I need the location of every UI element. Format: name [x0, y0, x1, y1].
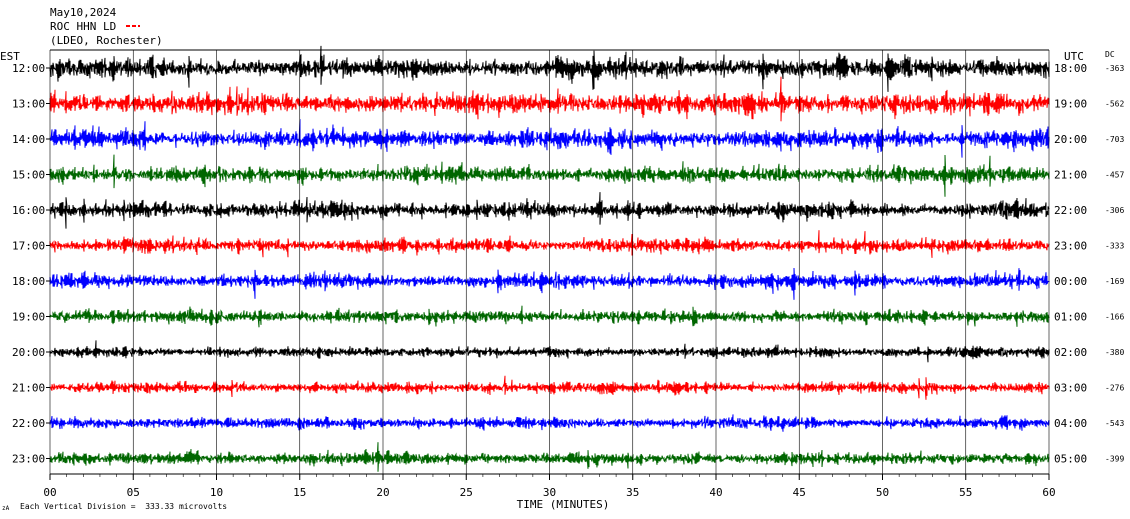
est-hour-label: 12:00: [12, 62, 45, 75]
dc-value: -166: [1105, 313, 1124, 322]
dc-value: -333: [1105, 242, 1124, 251]
dc-value: -543: [1105, 419, 1124, 428]
est-hour-label: 15:00: [12, 169, 45, 182]
est-hour-label: 21:00: [12, 382, 45, 395]
utc-hour-label: 23:00: [1054, 240, 1087, 253]
x-tick-label: 45: [793, 486, 806, 499]
utc-hour-label: 04:00: [1054, 417, 1087, 430]
utc-hour-labels: 18:00 19:00 20:00 21:00 22:00 23:00 00:00 01:00…: [1054, 62, 1087, 466]
est-hour-label: 18:00: [12, 275, 45, 288]
dc-column-label: DC: [1105, 50, 1115, 59]
utc-hour-label: 19:00: [1054, 98, 1087, 111]
est-hour-label: 19:00: [12, 311, 45, 324]
est-hour-label: 16:00: [12, 204, 45, 217]
dc-value: -363: [1105, 64, 1124, 73]
x-tick-label: 15: [293, 486, 306, 499]
x-tick-label: 50: [876, 486, 889, 499]
corner-mark: zA: [2, 505, 10, 512]
x-tick-label: 00: [43, 486, 56, 499]
x-tick-label: 60: [1042, 486, 1055, 499]
dc-value: -703: [1105, 135, 1124, 144]
dc-value: -399: [1105, 455, 1124, 464]
dc-value: -457: [1105, 171, 1124, 180]
utc-hour-label: 22:00: [1054, 204, 1087, 217]
station-code: ROC HHN LD: [50, 20, 116, 33]
utc-hour-label: 01:00: [1054, 311, 1087, 324]
utc-hour-label: 18:00: [1054, 62, 1087, 75]
dc-value: -380: [1105, 348, 1124, 357]
utc-hour-label: 02:00: [1054, 346, 1087, 359]
x-tick-label: 35: [626, 486, 639, 499]
utc-hour-label: 21:00: [1054, 169, 1087, 182]
dc-offset-labels: -363 -562 -703 -457 -306 -333 -169 -166 -380 -276…: [1105, 64, 1124, 464]
x-tick-label: 55: [959, 486, 972, 499]
est-hour-label: 17:00: [12, 240, 45, 253]
est-hour-label: 13:00: [12, 98, 45, 111]
minute-grid: [50, 50, 1049, 474]
chart-date: May10,2024: [50, 6, 117, 19]
x-tick-label: 25: [460, 486, 473, 499]
dc-value: -306: [1105, 206, 1124, 215]
est-hour-label: 22:00: [12, 417, 45, 430]
scale-note: Each Vertical Division = 333.33 microvol…: [20, 502, 227, 511]
network-name: (LDEO, Rochester): [50, 34, 163, 47]
x-tick-label: 10: [210, 486, 223, 499]
est-hour-label: 23:00: [12, 453, 45, 466]
utc-hour-label: 00:00: [1054, 275, 1087, 288]
x-tick-label: 05: [127, 486, 140, 499]
x-axis-ticks: 00 05 10 15 20 25 30 35 40 45 50 55 60: [43, 474, 1055, 499]
utc-hour-label: 03:00: [1054, 382, 1087, 395]
dc-value: -562: [1105, 100, 1124, 109]
dc-value: -169: [1105, 277, 1124, 286]
dc-value: -276: [1105, 384, 1124, 393]
utc-hour-label: 20:00: [1054, 133, 1087, 146]
utc-hour-label: 05:00: [1054, 453, 1087, 466]
x-tick-label: 40: [709, 486, 722, 499]
est-hour-labels: 12:00 13:00 14:00 15:00 16:00 17:00 18:00 19:00…: [12, 62, 50, 466]
est-hour-label: 14:00: [12, 133, 45, 146]
est-hour-label: 20:00: [12, 346, 45, 359]
x-tick-label: 20: [376, 486, 389, 499]
x-axis-label: TIME (MINUTES): [517, 498, 610, 511]
